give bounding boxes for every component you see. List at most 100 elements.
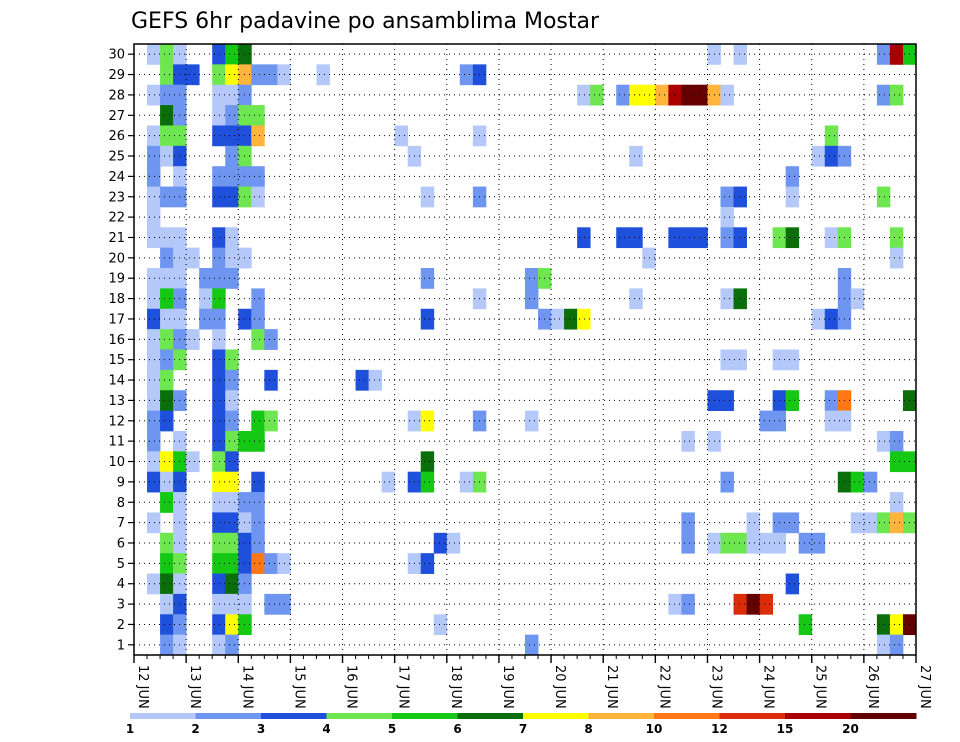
y-tick-label: 12 [108,414,125,429]
y-tick-label: 25 [108,150,125,165]
heatmap-cell [225,227,239,249]
heatmap-cell [720,471,734,493]
heatmap-cell [225,64,239,86]
heatmap-cell [225,553,239,574]
heatmap-cell [160,186,174,208]
heatmap-cell [889,512,904,534]
heatmap-cell [212,349,226,371]
heatmap-cell [160,553,174,574]
x-tick-label: 12 JUN [135,665,150,709]
colorbar-label: 2 [191,722,199,736]
heatmap-cell [160,44,174,65]
heatmap-cell [225,369,239,391]
x-tick-label: 19 JUN [500,665,515,709]
heatmap-cell [251,186,265,208]
heatmap-cell [733,593,747,615]
heatmap-cell [212,390,226,411]
heatmap-cell [720,349,734,371]
heatmap-cell [212,369,226,391]
heatmap-cell [577,227,591,249]
heatmap-cell [681,430,695,452]
heatmap-cell [160,247,174,269]
heatmap-cell [876,186,891,208]
heatmap-cell [199,308,213,330]
heatmap-cell [420,268,435,289]
heatmap-cell [577,308,591,330]
colorbar-label: 3 [257,722,265,736]
heatmap-cell [212,288,226,310]
heatmap-cell [668,84,682,106]
heatmap-cell [824,125,839,147]
heatmap-cell [824,227,839,249]
heatmap-cell [147,329,161,350]
heatmap-cell [889,227,904,249]
heatmap-cell [525,634,539,656]
heatmap-cell [785,349,800,371]
x-tick-label: 20 JUN [552,665,567,709]
heatmap-cell [212,268,226,289]
y-axis: 1234567891011121314151617181920212223242… [108,48,134,653]
heatmap-cell [225,512,239,534]
colorbar-label: 8 [584,722,592,736]
heatmap-cell [525,410,539,432]
heatmap-cell [785,166,800,187]
heatmap-cell [720,84,734,106]
heatmap-cell [420,410,435,432]
heatmap-cell [876,512,891,534]
colorbar-swatch [850,713,917,719]
heatmap-cell [459,64,474,86]
y-tick-label: 26 [108,129,125,144]
heatmap-cell [459,471,474,493]
heatmap-cell [616,227,630,249]
heatmap-cell [733,288,747,310]
colorbar-swatch [588,713,655,719]
heatmap-cell [160,349,174,371]
heatmap-cell [212,430,226,452]
heatmap-cell [733,186,747,208]
heatmap-cell [147,349,161,371]
y-tick-label: 16 [108,333,125,348]
heatmap-cell [251,410,265,432]
heatmap-cell [433,532,448,554]
heatmap-cell [694,227,708,249]
x-tick-label: 22 JUN [656,665,671,709]
heatmap-cell [212,105,226,126]
heatmap-cell [889,492,904,513]
y-tick-label: 4 [117,577,125,592]
heatmap-cell [147,268,161,289]
heatmap-cell [225,593,239,615]
heatmap-cell [733,227,747,249]
heatmap-cell [785,512,800,534]
heatmap-cell [264,553,278,574]
heatmap-cell [212,166,226,187]
heatmap-cell [160,308,174,330]
heatmap-cell [147,44,161,65]
y-tick-label: 22 [108,211,125,226]
y-tick-label: 13 [108,394,125,409]
heatmap-cell [681,227,695,249]
heatmap-cell [147,390,161,411]
heatmap-cell [160,614,174,636]
heatmap-cell [147,125,161,147]
heatmap-cell [147,573,161,595]
heatmap-cell [212,227,226,249]
heatmap-cell [212,410,226,432]
heatmap-cells [147,44,917,656]
heatmap-cell [160,145,174,167]
heatmap-cell [186,64,200,86]
heatmap-cell [824,390,839,411]
y-tick-label: 28 [108,88,125,103]
colorbar-label: 6 [453,722,461,736]
heatmap-cell [147,410,161,432]
heatmap-cell [160,268,174,289]
heatmap-cell [811,308,826,330]
y-tick-label: 27 [108,109,125,124]
heatmap-cell [889,247,904,269]
heatmap-cell [212,471,226,493]
colorbar-swatch [326,713,393,719]
x-tick-label: 25 JUN [813,665,828,709]
heatmap-cell [785,390,800,411]
heatmap-cell [446,532,461,554]
heatmap-cell [525,288,539,310]
heatmap-cell [160,471,174,493]
